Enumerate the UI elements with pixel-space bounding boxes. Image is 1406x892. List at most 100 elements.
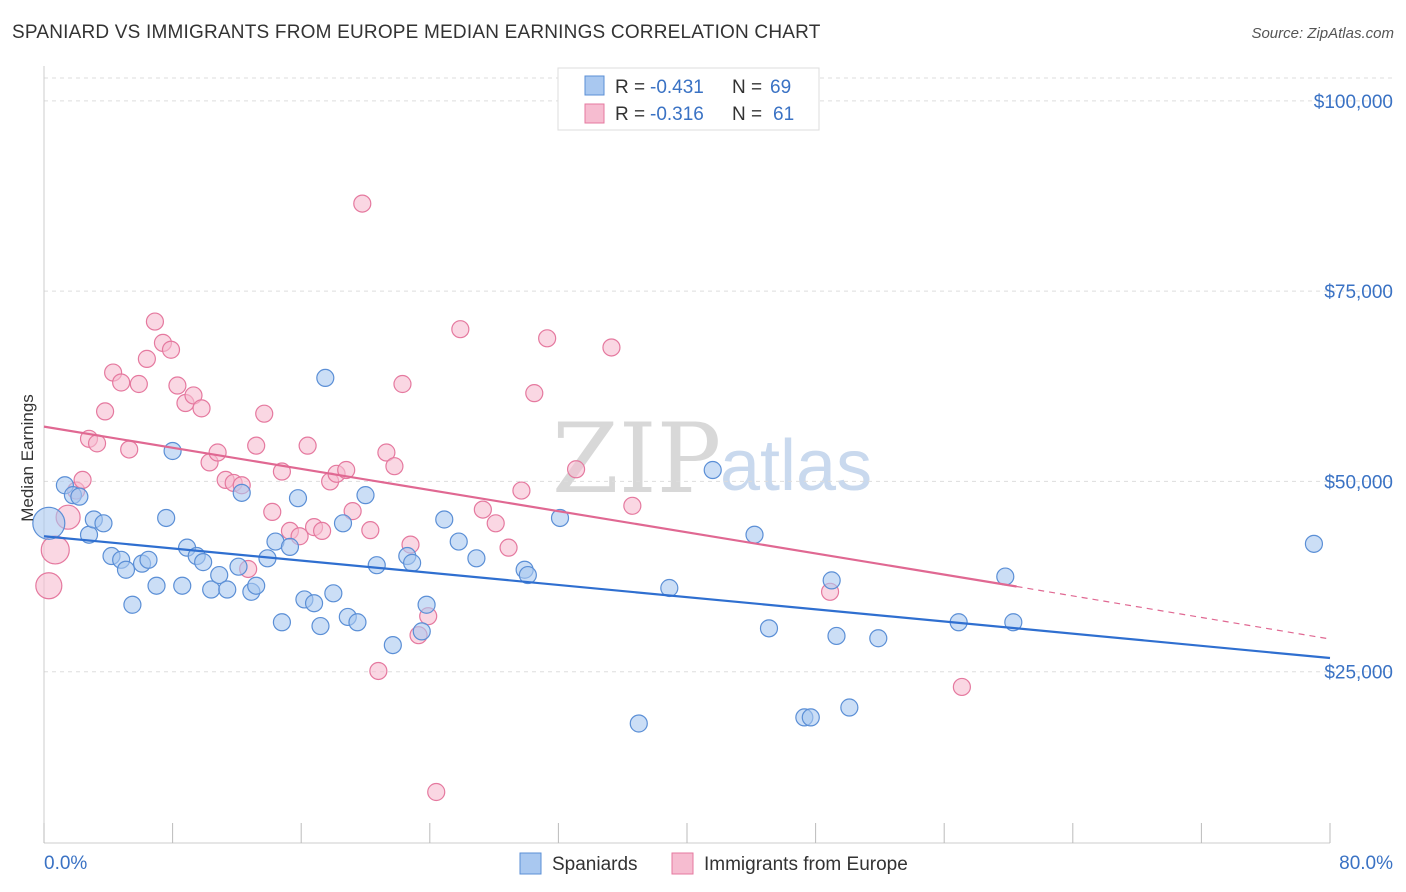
chart-source: Source: ZipAtlas.com <box>1251 25 1394 42</box>
immigrants-point <box>602 338 621 357</box>
immigrants-point <box>192 399 211 418</box>
spaniards-point <box>280 537 300 556</box>
spaniards-point <box>383 635 402 655</box>
spaniards-trend-line <box>43 535 1331 660</box>
immigrants-point <box>361 521 380 540</box>
immigrants-point <box>451 320 470 339</box>
spaniards-point <box>316 368 335 388</box>
immigrants-point <box>255 404 274 423</box>
spaniards-point <box>801 708 820 727</box>
spaniards-point <box>229 557 248 576</box>
spaniards-point <box>403 553 422 572</box>
spaniards-point <box>822 571 841 590</box>
immigrants-trend-extension <box>1016 585 1331 640</box>
spaniards-point <box>311 616 330 636</box>
y-tick-label: $100,000 <box>1314 92 1393 113</box>
y-axis-tick-labels: $25,000 $50,000 $75,000 $100,000 <box>1314 92 1393 684</box>
immigrants-point <box>184 386 203 405</box>
legend-series-swatch-spaniards <box>519 852 542 875</box>
immigrants-point <box>298 436 317 455</box>
spaniards-point <box>840 698 859 717</box>
grid-lines <box>44 77 1392 673</box>
spaniards-point <box>827 626 846 646</box>
spaniards-point <box>629 714 648 733</box>
spaniards-point <box>163 441 182 461</box>
immigrants-point <box>538 329 557 348</box>
spaniards-point <box>435 510 454 529</box>
trend-lines <box>43 425 1331 660</box>
x-tick-label-min: 0.0% <box>44 853 87 874</box>
x-axis-ticks <box>43 823 1331 843</box>
immigrants-point <box>499 538 518 557</box>
immigrants-point <box>512 481 531 500</box>
spaniards-point <box>356 486 375 505</box>
spaniards-point <box>157 508 176 528</box>
immigrants-point <box>343 502 362 521</box>
immigrants-point <box>35 572 63 600</box>
spaniards-point <box>1004 613 1023 632</box>
immigrants-point <box>263 502 282 521</box>
immigrants-point <box>129 374 148 394</box>
immigrants-point <box>112 373 131 392</box>
legend-series-immigrants: Immigrants from Europe <box>704 854 908 875</box>
y-tick-label: $75,000 <box>1324 282 1393 303</box>
legend-n-value: 69 <box>770 77 791 98</box>
spaniards-point <box>333 514 353 533</box>
immigrants-point <box>208 443 227 462</box>
watermark-atlas: atlas <box>720 426 872 506</box>
spaniards-point <box>348 613 367 632</box>
spaniards-point <box>869 629 888 648</box>
spaniards-point <box>304 594 324 613</box>
immigrants-point <box>40 535 70 565</box>
immigrants-point <box>623 496 642 515</box>
immigrants-point <box>120 440 139 459</box>
immigrants-trend-line <box>43 425 1017 588</box>
spaniards-point <box>94 514 113 533</box>
spaniards-point <box>247 576 266 595</box>
spaniards-point <box>272 613 292 632</box>
spaniards-point <box>996 567 1015 586</box>
spaniards-point <box>1304 534 1324 553</box>
spaniards-point <box>116 560 136 579</box>
legend-n-value: 61 <box>773 104 794 125</box>
immigrants-point <box>145 312 165 331</box>
spaniards-point <box>194 553 213 572</box>
spaniards-point <box>745 525 764 544</box>
immigrants-point <box>393 374 412 394</box>
legend-series: Spaniards Immigrants from Europe <box>519 852 908 875</box>
spaniards-point <box>232 483 251 502</box>
immigrants-point <box>385 457 404 476</box>
legend-series-spaniards: Spaniards <box>552 854 638 875</box>
spaniards-point <box>367 556 386 575</box>
immigrants-point <box>161 340 181 359</box>
legend-series-swatch-immigrants <box>671 852 694 875</box>
legend-swatch-pink <box>584 103 605 124</box>
immigrants-point <box>566 460 586 479</box>
legend-r-label: R = <box>615 77 645 98</box>
spaniards-point <box>32 506 66 540</box>
watermark-zip: ZIP <box>552 403 721 515</box>
spaniards-point <box>139 550 158 569</box>
legend-stats: R = -0.431 N = 69 R = -0.316 N = 61 <box>557 67 820 131</box>
y-tick-label: $25,000 <box>1324 663 1393 684</box>
immigrants-point <box>247 436 266 455</box>
spaniards-point <box>147 576 166 595</box>
legend-r-label: R = <box>615 104 645 125</box>
immigrants-point <box>952 677 971 697</box>
x-tick-label-max: 80.0% <box>1339 853 1393 874</box>
immigrants-point <box>312 521 332 541</box>
immigrants-point <box>137 349 156 368</box>
y-axis-title: Median Earnings <box>18 394 37 522</box>
watermark: ZIP atlas <box>552 403 872 515</box>
legend-r-value: -0.431 <box>650 77 704 98</box>
immigrants-point <box>168 376 187 395</box>
immigrants-point <box>377 443 396 462</box>
immigrants-point <box>353 194 372 213</box>
spaniards-point <box>518 565 537 585</box>
immigrants-point <box>525 384 544 403</box>
spaniards-point <box>417 595 436 614</box>
spaniards-point <box>210 565 229 585</box>
immigrants-point <box>427 782 446 802</box>
spaniards-points <box>32 368 1324 733</box>
spaniards-point <box>173 576 192 595</box>
